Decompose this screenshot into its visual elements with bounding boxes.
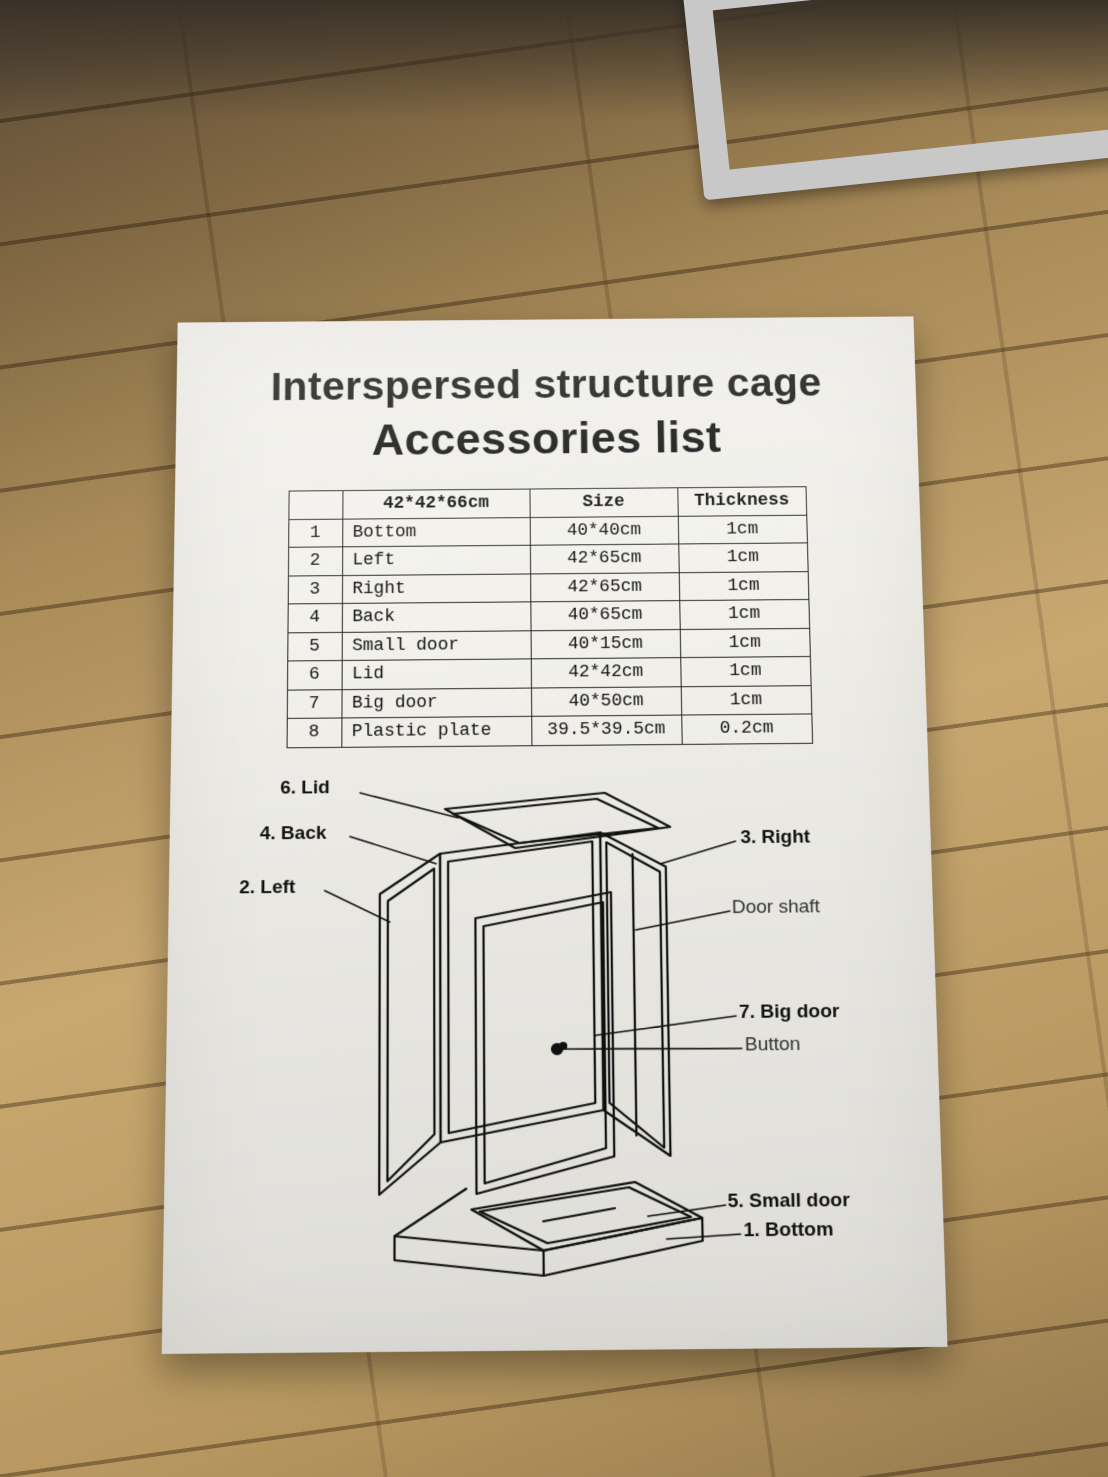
cell-name: Small door <box>342 630 531 660</box>
cell-thickness: 1cm <box>680 628 810 658</box>
cell-name: Plastic plate <box>341 716 531 747</box>
table-row: 3Right42*65cm1cm <box>288 571 809 604</box>
instruction-sheet: Interspersed structure cage Accessories … <box>162 316 948 1354</box>
table-row: 7Big door40*50cm1cm <box>287 685 812 718</box>
cell-thickness: 1cm <box>679 571 809 600</box>
cell-num: 3 <box>288 575 342 604</box>
cell-num: 4 <box>287 603 341 632</box>
cell-thickness: 0.2cm <box>681 714 812 744</box>
cell-name: Right <box>342 573 530 603</box>
cell-name: Left <box>342 545 530 575</box>
cell-name: Big door <box>341 688 531 718</box>
label-left: 2. Left <box>239 876 295 898</box>
title-line-1: Interspersed structure cage <box>229 360 864 410</box>
table-row: 2Left42*65cm1cm <box>288 543 808 576</box>
header-size: Size <box>529 488 677 517</box>
cell-thickness: 1cm <box>681 685 812 715</box>
table-row: 1Bottom40*40cm1cm <box>288 515 807 548</box>
cell-size: 40*40cm <box>530 516 679 545</box>
cell-num: 6 <box>287 660 342 689</box>
part-right <box>600 831 670 1156</box>
table-row: 8Plastic plate39.5*39.5cm0.2cm <box>287 714 813 747</box>
table-header-row: 42*42*66cm Size Thickness <box>288 487 806 519</box>
header-blank <box>288 491 342 520</box>
title-line-2: Accessories list <box>228 410 865 466</box>
cell-size: 40*15cm <box>531 629 681 659</box>
cell-num: 2 <box>288 547 342 576</box>
part-left <box>379 853 440 1194</box>
cell-size: 40*50cm <box>531 686 681 716</box>
cell-size: 42*65cm <box>530 544 679 574</box>
label-right: 3. Right <box>740 826 810 848</box>
label-door-shaft: Door shaft <box>732 896 821 919</box>
part-lid <box>445 792 671 848</box>
cell-thickness: 1cm <box>678 543 807 572</box>
cell-size: 39.5*39.5cm <box>531 715 682 745</box>
photo-background: Interspersed structure cage Accessories … <box>0 0 1108 1477</box>
cell-thickness: 1cm <box>678 515 807 544</box>
cell-name: Back <box>342 602 531 632</box>
table-row: 6Lid42*42cm1cm <box>287 656 811 689</box>
table-row: 4Back40*65cm1cm <box>287 599 809 632</box>
header-model: 42*42*66cm <box>342 489 529 519</box>
table-row: 5Small door40*15cm1cm <box>287 628 810 661</box>
cell-name: Lid <box>342 659 531 689</box>
cell-thickness: 1cm <box>679 599 809 629</box>
cell-name: Bottom <box>342 517 530 547</box>
cell-size: 42*42cm <box>531 658 681 688</box>
cell-num: 1 <box>288 519 342 548</box>
exploded-diagram: 6. Lid 4. Back 2. Left 3. Right Door sha… <box>235 770 874 1305</box>
part-back <box>440 832 604 1142</box>
cell-size: 40*65cm <box>530 601 679 631</box>
cell-num: 8 <box>287 718 342 747</box>
label-back: 4. Back <box>260 822 327 844</box>
label-big-door: 7. Big door <box>739 1000 840 1023</box>
label-bottom: 1. Bottom <box>743 1218 833 1242</box>
cell-size: 42*65cm <box>530 572 679 602</box>
cell-thickness: 1cm <box>680 656 810 686</box>
label-lid: 6. Lid <box>280 777 330 799</box>
label-button: Button <box>745 1033 801 1056</box>
header-thickness: Thickness <box>677 487 806 516</box>
cell-num: 7 <box>287 689 342 718</box>
table-body: 1Bottom40*40cm1cm2Left42*65cm1cm3Right42… <box>287 515 813 748</box>
cell-num: 5 <box>287 632 342 661</box>
accessories-table: 42*42*66cm Size Thickness 1Bottom40*40cm… <box>286 486 813 748</box>
label-small-door: 5. Small door <box>727 1189 850 1213</box>
